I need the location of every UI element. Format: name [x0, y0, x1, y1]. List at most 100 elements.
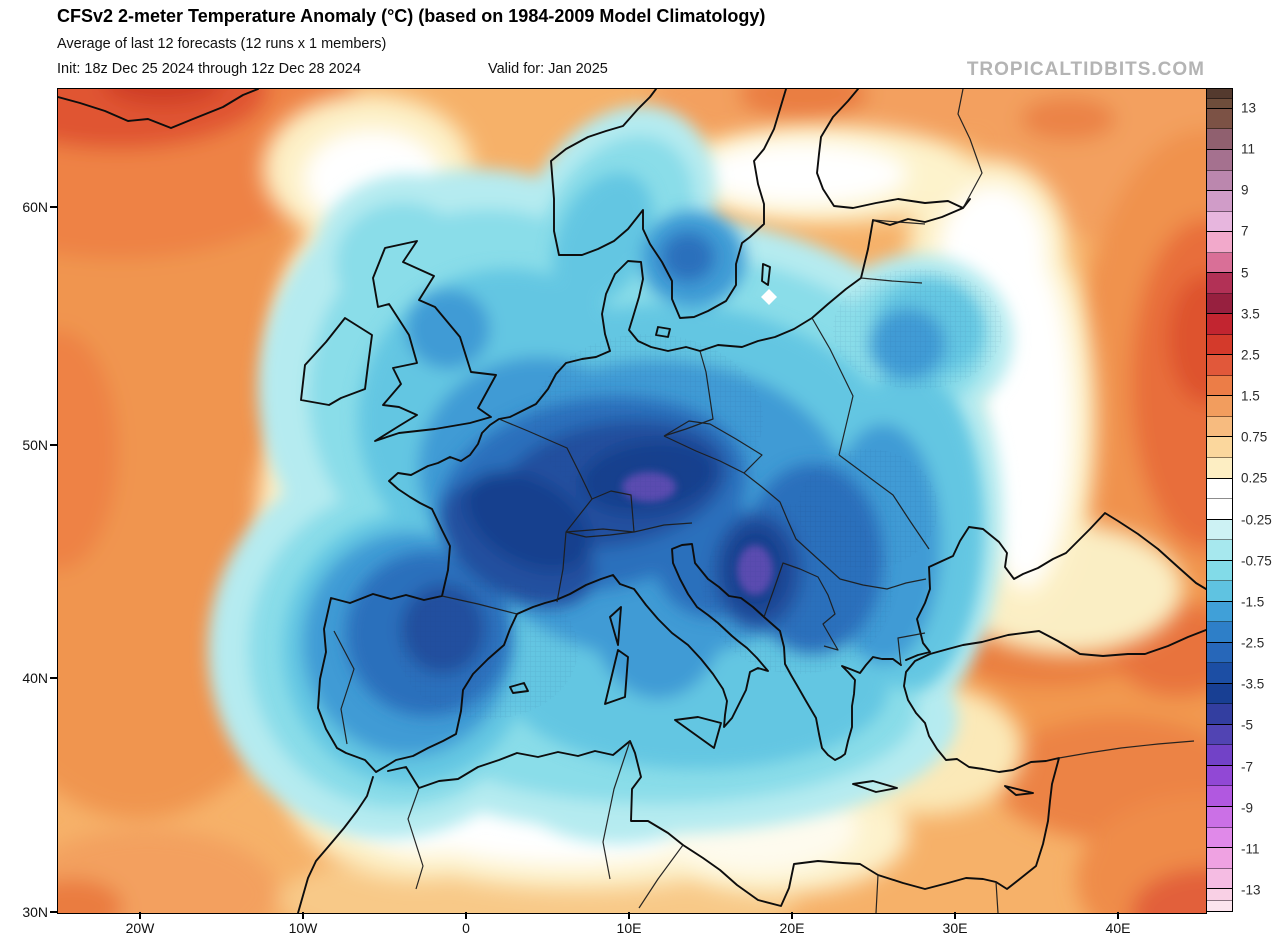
colorbar-cell [1207, 314, 1232, 335]
colorbar-cell [1207, 170, 1232, 191]
colorbar-block [1207, 273, 1232, 315]
colorbar-cell [1207, 786, 1232, 807]
colorbar-cell [1207, 375, 1232, 396]
colorbar-cell [1207, 683, 1232, 705]
colorbar-tick-label: -9 [1241, 800, 1254, 816]
colorbar-block [1207, 889, 1232, 912]
lon-axis-tick [465, 912, 467, 919]
colorbar-tick-label: -3.5 [1241, 676, 1265, 692]
colorbar-cell [1207, 560, 1232, 582]
colorbar-cell [1207, 848, 1232, 869]
lon-axis-tick [1117, 912, 1119, 919]
lon-axis-tick [302, 912, 304, 919]
init-time-label: Init: 18z Dec 25 2024 through 12z Dec 28… [57, 61, 361, 77]
admin-boundary-texture [398, 269, 1003, 719]
colorbar-block [1207, 355, 1232, 397]
colorbar-tick-label: -0.25 [1241, 512, 1272, 528]
colorbar-block [1207, 437, 1232, 479]
colorbar-cell [1207, 827, 1232, 848]
colorbar-block [1207, 683, 1232, 725]
lon-axis-tick [628, 912, 630, 919]
colorbar-block [1207, 848, 1232, 890]
colorbar-cell [1207, 211, 1232, 232]
lat-axis-label: 40N [22, 670, 48, 686]
colorbar-cell [1207, 334, 1232, 355]
country-borders [333, 89, 1195, 913]
colorbar-cell [1207, 98, 1232, 108]
europe-anomaly-map [57, 88, 1207, 914]
colorbar-cell [1207, 232, 1232, 253]
lat-axis-tick [50, 206, 57, 208]
europe-map-svg [58, 89, 1206, 913]
colorbar-cell [1207, 437, 1232, 458]
coastlines [58, 89, 1206, 913]
colorbar-cell [1207, 601, 1232, 623]
colorbar-block [1207, 519, 1232, 561]
colorbar-block [1207, 314, 1232, 356]
colorbar-tick-label: 0.25 [1241, 470, 1268, 486]
lon-axis-tick [139, 912, 141, 919]
colorbar-cell [1207, 191, 1232, 212]
colorbar-cell [1207, 622, 1232, 642]
colorbar-cell [1207, 765, 1232, 787]
colorbar-block [1207, 601, 1232, 643]
lon-axis-label: 10E [616, 920, 642, 936]
colorbar-tick-label: 9 [1241, 182, 1249, 198]
colorbar-cell [1207, 478, 1232, 500]
forecast-average-subtitle: Average of last 12 forecasts (12 runs x … [57, 36, 387, 52]
colorbar-cell [1207, 704, 1232, 724]
lat-axis-label: 60N [22, 199, 48, 215]
page-title: CFSv2 2-meter Temperature Anomaly (°C) (… [57, 6, 766, 26]
lon-axis-tick [791, 912, 793, 919]
colorbar-tick-label: -2.5 [1241, 635, 1265, 651]
colorbar-block [1207, 765, 1232, 808]
colorbar-cell [1207, 150, 1232, 171]
colorbar-block [1207, 89, 1232, 109]
colorbar-tick-label: -13 [1241, 882, 1261, 898]
lat-axis-tick [50, 444, 57, 446]
colorbar-cell [1207, 807, 1232, 828]
colorbar-tick-label: 1.5 [1241, 388, 1260, 404]
colorbar-cell [1207, 355, 1232, 376]
colorbar-cell [1207, 745, 1232, 765]
lon-axis-tick [954, 912, 956, 919]
colorbar-tick-label: 11 [1241, 141, 1256, 157]
colorbar-cell [1207, 108, 1232, 130]
lon-axis-label: 40E [1105, 920, 1131, 936]
tropicaltidbits-watermark: TROPICALTIDBITS.COM [966, 59, 1205, 80]
colorbar-block [1207, 191, 1232, 233]
colorbar-cell [1207, 519, 1232, 541]
colorbar-block [1207, 724, 1232, 766]
colorbar-tick-label: -11 [1241, 841, 1260, 857]
colorbar-block [1207, 807, 1232, 849]
colorbar-tick-label: -7 [1241, 759, 1254, 775]
colorbar-block [1207, 232, 1232, 274]
valid-time-label: Valid for: Jan 2025 [488, 61, 608, 77]
colorbar-cell [1207, 273, 1232, 294]
lat-axis-label: 50N [22, 437, 48, 453]
colorbar-cell [1207, 868, 1232, 889]
colorbar-tick-label: 2.5 [1241, 347, 1260, 363]
colorbar-cell [1207, 416, 1232, 437]
colorbar-tick-label: 5 [1241, 265, 1249, 281]
colorbar-tick-label: -5 [1241, 717, 1254, 733]
colorbar-cell [1207, 129, 1232, 150]
colorbar-cell [1207, 540, 1232, 560]
colorbar-block [1207, 396, 1232, 438]
colorbar-cell [1207, 457, 1232, 478]
colorbar-cell [1207, 724, 1232, 746]
lat-axis-tick [50, 677, 57, 679]
colorbar-tick-label: 3.5 [1241, 306, 1260, 322]
temperature-colorbar: 13 11 9 7 5 3.5 2.5 1.5 0.75 0.25 -0.25 -0.75 -1.5 -2… [1206, 88, 1280, 912]
lat-axis-tick [50, 911, 57, 913]
colorbar-block [1207, 478, 1232, 520]
lon-axis-label: 30E [942, 920, 968, 936]
colorbar-block [1207, 150, 1232, 192]
lat-axis-label: 30N [22, 904, 48, 920]
colorbar-tick-label: 7 [1241, 223, 1249, 239]
lon-axis-label: 20E [779, 920, 805, 936]
colorbar-cell [1207, 396, 1232, 417]
colorbar-cell [1207, 900, 1232, 912]
colorbar-block [1207, 642, 1232, 684]
